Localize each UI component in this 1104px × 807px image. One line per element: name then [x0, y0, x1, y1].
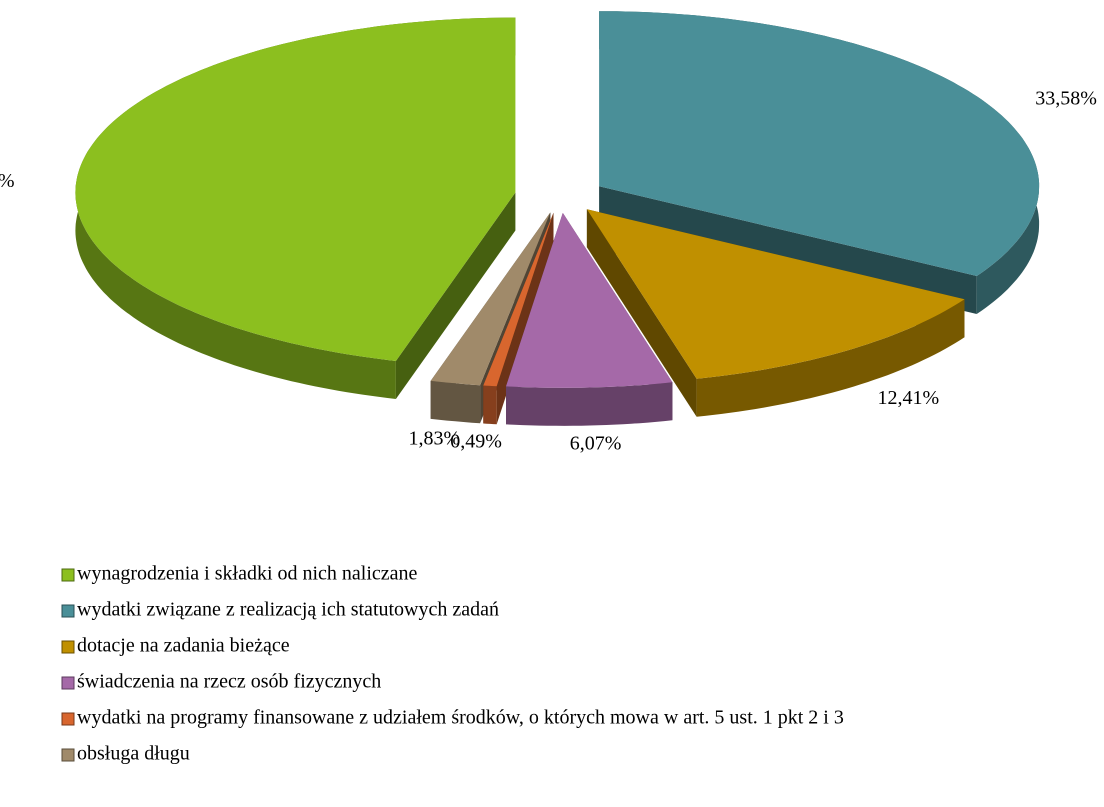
legend-marker: [61, 604, 75, 618]
data-label: 1,83%: [408, 428, 460, 450]
legend-marker: [61, 676, 75, 690]
legend-marker: [61, 640, 75, 654]
slice: [483, 212, 554, 387]
data-label: 12,41%: [877, 387, 939, 409]
pie: [75, 11, 1040, 426]
slice-wall: [483, 385, 497, 425]
legend-marker: [61, 748, 75, 762]
slice: [586, 209, 965, 379]
slice-side: [586, 209, 697, 417]
legend-label: wydatki związane z realizacją ich statut…: [77, 599, 499, 621]
legend-label: wydatki na programy finansowane z udział…: [77, 707, 844, 729]
slice-side: [395, 192, 516, 399]
data-label: 33,58%: [1035, 87, 1097, 109]
slice: [506, 212, 673, 388]
slice: [599, 11, 1040, 276]
data-label: 45,62%: [0, 170, 15, 192]
slice-wall: [430, 380, 481, 424]
data-label: 6,07%: [570, 433, 622, 455]
slice: [75, 17, 516, 361]
slice-wall: [696, 299, 965, 417]
legend-marker: [61, 568, 75, 582]
legend-label: świadczenia na rzecz osób fizycznych: [77, 671, 381, 693]
data-label: 0,49%: [450, 431, 502, 453]
legend-label: wynagrodzenia i składki od nich naliczan…: [77, 563, 418, 585]
slice: [430, 212, 551, 386]
legend-label: dotacje na zadania bieżące: [77, 635, 290, 657]
legend-marker: [61, 712, 75, 726]
legend-label: obsługa długu: [77, 743, 190, 765]
slice-wall: [506, 382, 673, 426]
